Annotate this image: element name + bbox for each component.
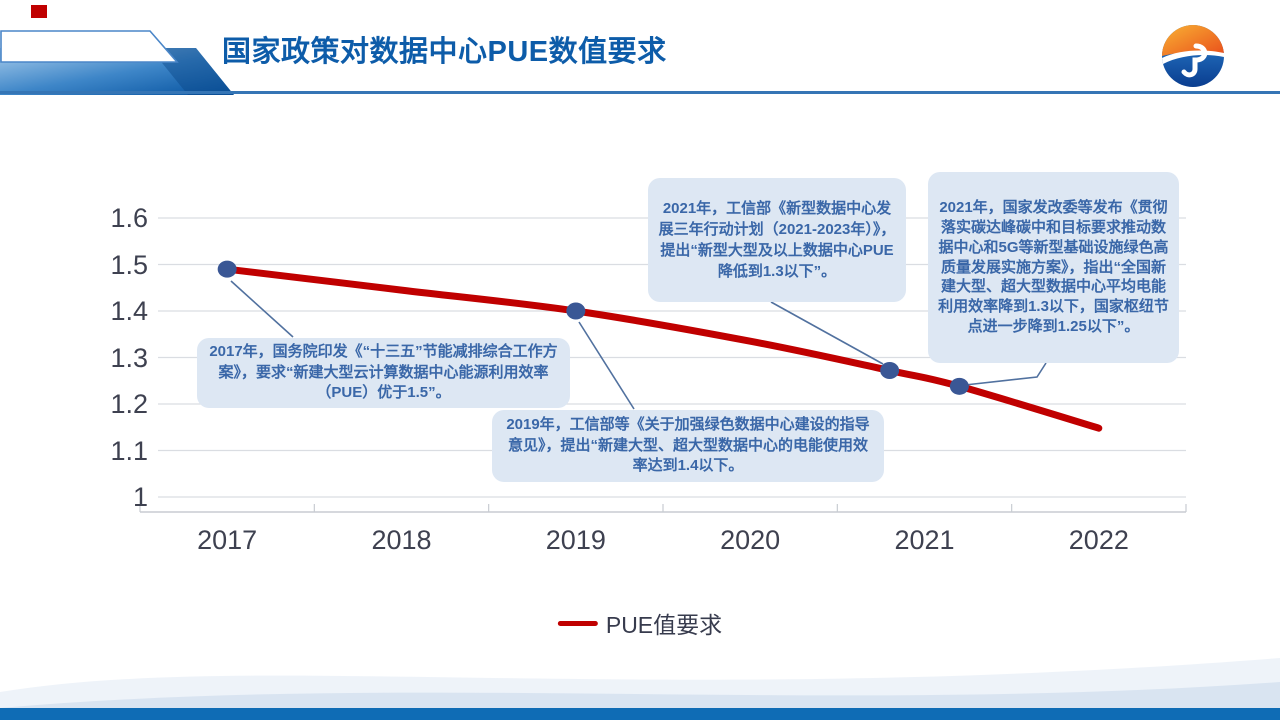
callout-2021-ndrc: 2021年，国家发改委等发布《贯彻落实碳达峰碳中和目标要求推动数据中心和5G等新… — [928, 172, 1179, 363]
callout-connector — [964, 362, 1047, 386]
callout-2019-miit: 2019年，工信部等《关于加强绿色数据中心建设的指导意见》，提出“新建大型、超大… — [492, 410, 884, 482]
data-point-marker — [880, 362, 900, 380]
callout-2021-miit: 2021年，工信部《新型数据中心发展三年行动计划（2021-2023年）》，提出… — [648, 178, 906, 302]
callout-connector — [578, 321, 635, 410]
y-tick-label: 1.5 — [110, 249, 148, 280]
chart-legend: PUE值要求 — [557, 606, 723, 640]
footer-wave — [0, 658, 1280, 720]
line-layer — [217, 260, 1103, 432]
y-tick-label: 1.3 — [110, 342, 148, 373]
red-accent-square — [31, 5, 47, 18]
x-tick-label: 2022 — [1068, 525, 1129, 555]
company-logo-icon — [1162, 25, 1224, 87]
callout-2017-state-council: 2017年，国务院印发《“十三五”节能减排综合工作方案》，要求“新建大型云计算数… — [197, 338, 570, 408]
header-parallelogram-decoration — [0, 30, 234, 95]
data-point-marker — [217, 260, 237, 278]
x-tick-label: 2018 — [371, 525, 432, 555]
callout-text: 2017年，国务院印发《“十三五”节能减排综合工作方案》，要求“新建大型云计算数… — [209, 342, 558, 402]
callout-text: 2021年，工信部《新型数据中心发展三年行动计划（2021-2023年）》，提出… — [658, 200, 896, 280]
x-tick-label: 2017 — [197, 525, 258, 555]
x-tick-label: 2021 — [894, 525, 955, 555]
y-tick-label: 1.1 — [110, 435, 148, 466]
connector-layer — [230, 280, 1047, 410]
y-tick-label: 1.6 — [110, 203, 148, 233]
callout-connector — [230, 280, 294, 338]
title-underline — [0, 91, 1280, 94]
y-tick-label: 1.2 — [110, 389, 148, 419]
x-tick-label: 2020 — [720, 525, 781, 555]
callout-text: 2019年，工信部等《关于加强绿色数据中心建设的指导意见》，提出“新建大型、超大… — [506, 415, 870, 475]
y-tick-label: 1 — [132, 482, 148, 512]
callout-connector — [770, 301, 884, 365]
x-tick-label: 2019 — [545, 525, 606, 555]
callout-text: 2021年，国家发改委等发布《贯彻落实碳达峰碳中和目标要求推动数据中心和5G等新… — [938, 199, 1169, 335]
legend-line-swatch — [557, 620, 598, 626]
legend-label: PUE值要求 — [605, 612, 723, 638]
data-point-marker — [949, 377, 969, 395]
footer-blue-bar — [0, 708, 1280, 720]
outline-parallelogram — [0, 30, 179, 63]
page-title: 国家政策对数据中心PUE数值要求 — [222, 36, 667, 68]
y-tick-label: 1.4 — [110, 296, 148, 326]
data-point-marker — [566, 302, 586, 320]
logo-sun — [1162, 25, 1224, 56]
footer-wave-decoration — [0, 658, 1280, 720]
logo-swoosh — [1162, 50, 1224, 64]
logo-letter-glyph — [1181, 43, 1208, 78]
